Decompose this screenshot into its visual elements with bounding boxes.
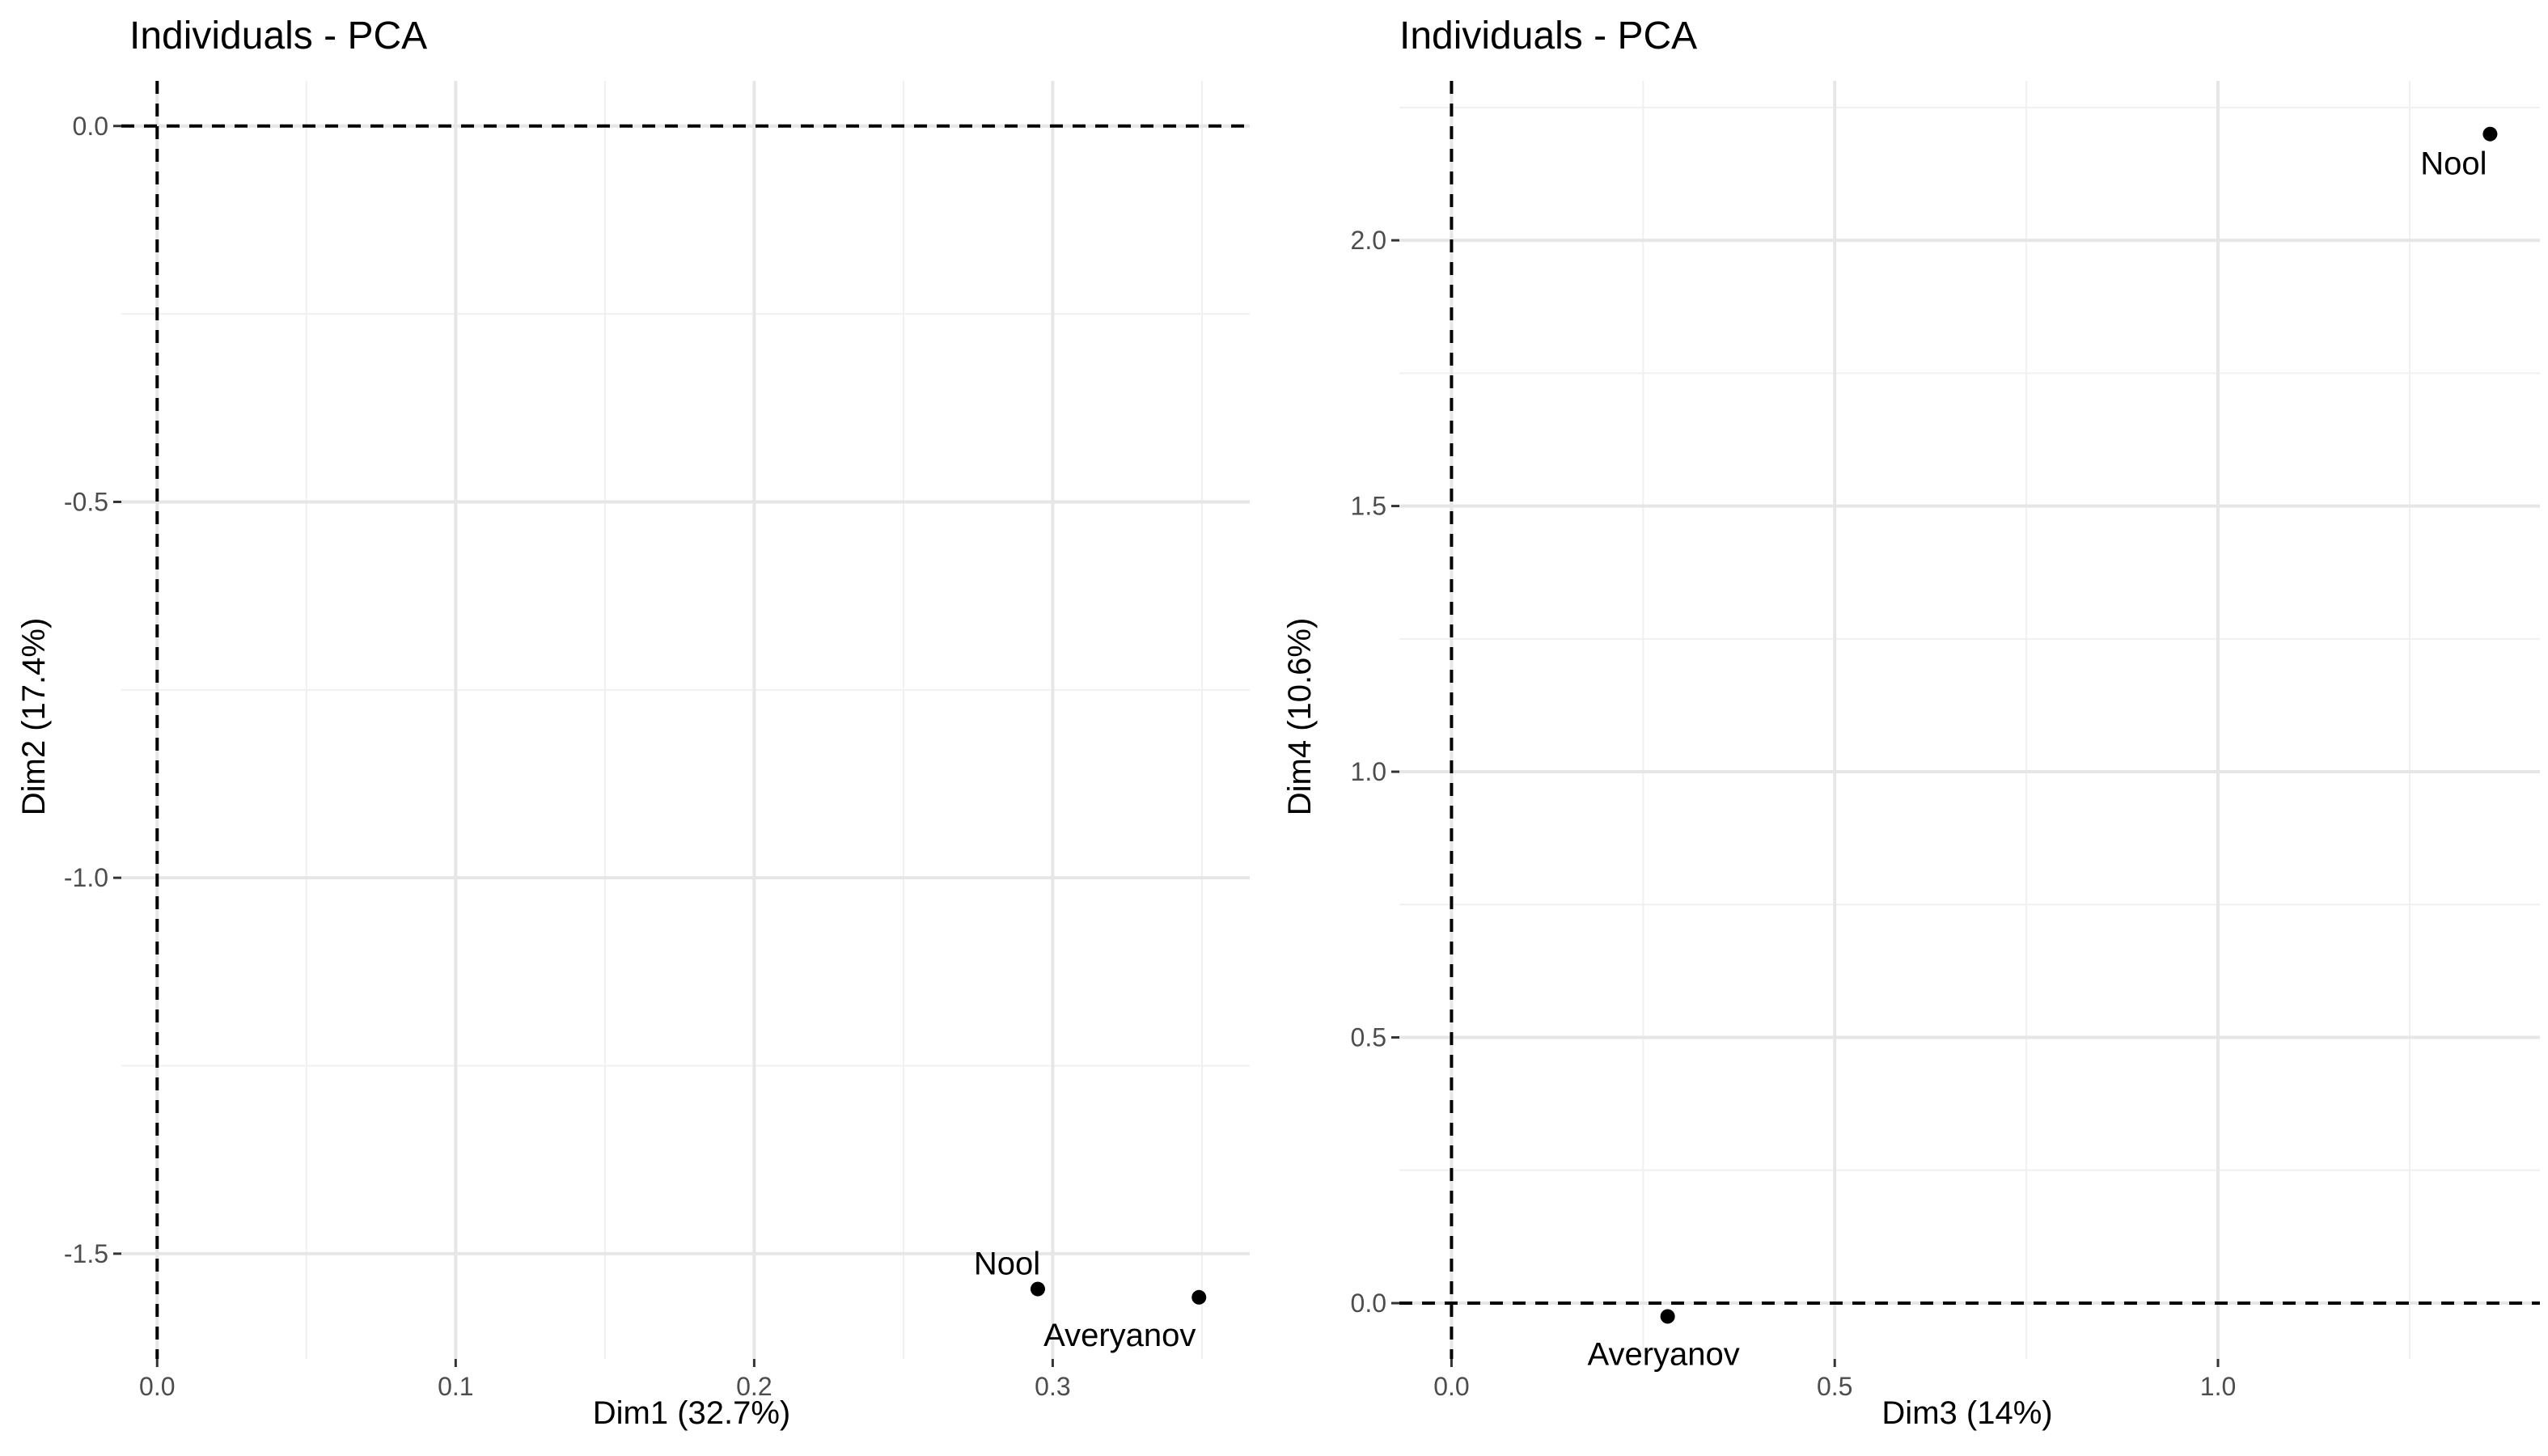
data-label-nool: Nool bbox=[2420, 146, 2487, 182]
data-label-averyanov: Averyanov bbox=[1588, 1336, 1740, 1372]
grid bbox=[121, 81, 1250, 1359]
data-point-nool bbox=[1030, 1281, 1045, 1297]
chart-title: Individuals - PCA bbox=[1399, 15, 1697, 57]
chart-title: Individuals - PCA bbox=[129, 15, 427, 57]
x-tick-label: 0.0 bbox=[1433, 1372, 1469, 1401]
y-tick-label: -0.5 bbox=[64, 487, 108, 516]
y-axis-label: Dim2 (17.4%) bbox=[16, 618, 52, 816]
y-tick-label: 0.5 bbox=[1351, 1023, 1386, 1052]
y-tick-label: 1.0 bbox=[1351, 757, 1386, 786]
data-label-nool: Nool bbox=[974, 1246, 1040, 1282]
x-tick-label: 1.0 bbox=[2200, 1372, 2236, 1401]
x-tick-label: 0.3 bbox=[1035, 1372, 1070, 1401]
grid bbox=[1399, 81, 2540, 1359]
data-point-averyanov bbox=[1191, 1289, 1207, 1305]
data-label-averyanov: Averyanov bbox=[1043, 1318, 1196, 1353]
data-point-averyanov bbox=[1660, 1309, 1675, 1324]
x-axis-label: Dim1 (32.7%) bbox=[593, 1395, 791, 1431]
chart-svg: Individuals - PCA Dim1 (32.7%) Dim2 (17.… bbox=[16, 15, 1250, 1431]
chart-panel-dim3-dim4: Individuals - PCA Dim3 (14%) Dim4 (10.6%… bbox=[1274, 0, 2548, 1456]
chart-panel-dim1-dim2: Individuals - PCA Dim1 (32.7%) Dim2 (17.… bbox=[16, 15, 1250, 1431]
y-tick-label: 2.0 bbox=[1351, 226, 1386, 255]
y-tick-label: 0.0 bbox=[1351, 1289, 1386, 1318]
data-point-nool bbox=[2482, 126, 2498, 142]
x-tick-label: 0.0 bbox=[139, 1372, 175, 1401]
y-tick-label: 0.0 bbox=[73, 112, 108, 141]
x-axis-label: Dim3 (14%) bbox=[1881, 1395, 2052, 1431]
y-axis-label: Dim4 (10.6%) bbox=[1282, 618, 1318, 816]
x-tick-label: 0.5 bbox=[1817, 1372, 1852, 1401]
chart-svg: Individuals - PCA Dim3 (14%) Dim4 (10.6%… bbox=[1282, 15, 2540, 1431]
y-tick-label: -1.0 bbox=[64, 863, 108, 892]
x-tick-label: 0.1 bbox=[438, 1372, 473, 1401]
y-tick-label: -1.5 bbox=[64, 1239, 108, 1268]
x-tick-label: 0.2 bbox=[736, 1372, 772, 1401]
y-tick-label: 1.5 bbox=[1351, 492, 1386, 521]
